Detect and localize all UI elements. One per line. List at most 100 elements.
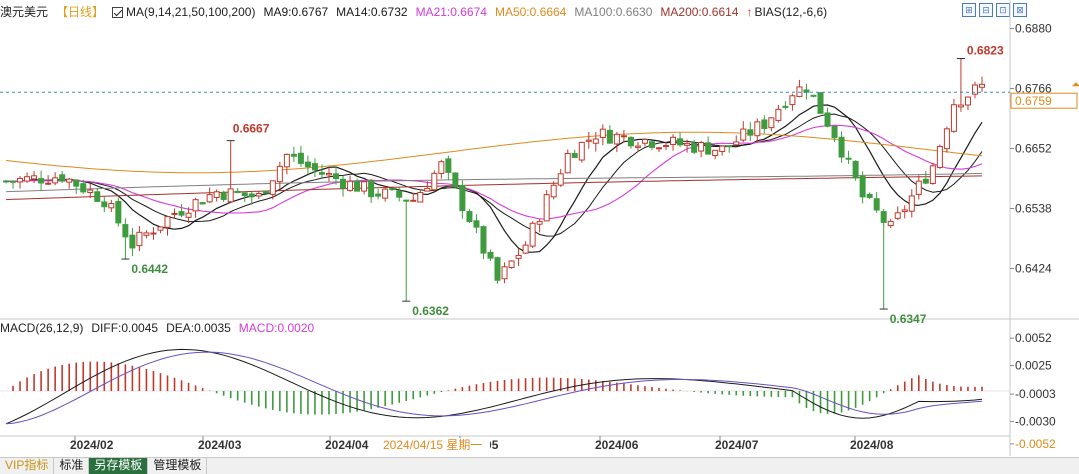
- candle-body: [979, 83, 985, 88]
- price-annotation-low_aug: 0.6347: [890, 312, 927, 326]
- candle-body: [508, 260, 515, 269]
- candle-body: [438, 161, 445, 174]
- ma-line-ma100: [5, 172, 983, 193]
- candle-body: [234, 190, 241, 193]
- candle-body: [838, 136, 845, 158]
- price-annotation-low_apr: 0.6362: [412, 304, 449, 318]
- price-annotation-high_mar: 0.6667: [233, 122, 270, 136]
- price-tick-label: 0.6424: [1015, 262, 1052, 276]
- candle-body: [129, 234, 136, 249]
- candle-body: [824, 112, 831, 127]
- candle-body: [641, 138, 648, 144]
- candle-body: [122, 224, 129, 238]
- candle-body: [705, 142, 712, 155]
- ma200-label: MA200:0.6614: [660, 5, 739, 19]
- candle-body: [747, 129, 754, 136]
- grid-icon[interactable]: ⊟: [979, 3, 993, 17]
- ma-line-ma21: [6, 124, 983, 220]
- candle-body: [108, 203, 115, 209]
- ma-title: MA(9,14,21,50,100,200): [126, 5, 256, 19]
- candle-body: [634, 145, 641, 148]
- candle-body: [627, 136, 634, 147]
- candle-body: [311, 163, 318, 171]
- candle-body: [670, 136, 677, 145]
- up-arrow-icon: ↑: [746, 5, 753, 19]
- candle-body: [368, 180, 375, 198]
- candle-body: [333, 173, 340, 179]
- candle-body: [810, 94, 817, 97]
- candle-body: [887, 220, 894, 227]
- macd-diff-label: DIFF:0.0045: [91, 321, 159, 335]
- ma14-label: MA14:0.6732: [336, 5, 408, 19]
- candle-body: [192, 199, 199, 212]
- candle-body: [677, 138, 684, 146]
- tab-manage-template[interactable]: 管理模板: [148, 458, 208, 474]
- candle-body: [31, 175, 38, 180]
- macd-dea-line: [5, 351, 983, 425]
- candle-body: [613, 133, 620, 145]
- candle-body: [950, 104, 957, 132]
- candle-body: [908, 195, 915, 212]
- candle-body: [248, 193, 255, 198]
- close-icon[interactable]: ⊠: [1013, 3, 1027, 17]
- candle-body: [894, 212, 901, 219]
- macd-tick-label: 0.0025: [1015, 359, 1052, 373]
- candle-body: [403, 199, 410, 202]
- checkbox-icon[interactable]: [112, 6, 124, 18]
- candle-body: [178, 211, 185, 216]
- candle-body: [943, 128, 950, 150]
- candle-body: [740, 128, 747, 141]
- candle-body: [24, 176, 31, 182]
- ma-line-ma50: [5, 131, 983, 174]
- hover-date-bg: [380, 438, 490, 452]
- candle-body: [691, 142, 698, 153]
- main-chart-header: 澳元美元 【日线】 MA(9,14,21,50,100,200) MA9:0.6…: [0, 4, 835, 20]
- macd-tick-label: -0.0052: [1015, 437, 1056, 451]
- ma9-label: MA9:0.6767: [263, 5, 329, 19]
- time-axis-label: 2024/07: [715, 438, 759, 452]
- period-selector[interactable]: 【日线】: [56, 5, 105, 19]
- expand-icon[interactable]: ⊞: [962, 3, 976, 17]
- candle-body: [852, 160, 859, 179]
- candle-body: [578, 141, 585, 161]
- tab-vip-indicator[interactable]: VIP指标: [0, 458, 55, 474]
- candle-body: [66, 178, 73, 183]
- candle-body: [536, 221, 543, 225]
- candle-body: [901, 209, 908, 213]
- candle-body: [719, 145, 726, 152]
- price-tick-label: 0.6652: [1015, 142, 1052, 156]
- tab-save-template[interactable]: 另存模板: [89, 458, 149, 474]
- candle-body: [880, 211, 887, 223]
- candle-body: [606, 129, 613, 144]
- candle-body: [101, 201, 108, 208]
- candle-body: [936, 146, 943, 168]
- candle-body: [3, 180, 9, 183]
- candle-body: [445, 158, 452, 173]
- macd-value-label: MACD:0.0020: [238, 321, 315, 335]
- candle-body: [845, 157, 852, 160]
- candle-body: [361, 181, 368, 192]
- candle-body: [354, 180, 361, 192]
- candle-body: [501, 266, 508, 280]
- candle-body: [150, 232, 157, 235]
- candle-body: [185, 212, 192, 218]
- candle-body: [375, 193, 382, 197]
- price-tick-label: 0.6766: [1015, 82, 1052, 96]
- candle-body: [80, 183, 87, 193]
- candle-body: [164, 216, 171, 228]
- candle-body: [417, 192, 424, 203]
- candle-body: [382, 188, 389, 199]
- candle-body: [325, 172, 332, 176]
- candle-body: [59, 174, 66, 182]
- candle-body: [220, 192, 227, 200]
- candle-body: [241, 192, 248, 197]
- candle-body: [648, 141, 655, 148]
- candle-body: [957, 104, 964, 108]
- tab-standard[interactable]: 标准: [54, 458, 90, 474]
- candle-body: [515, 254, 522, 259]
- candle-body: [45, 182, 52, 185]
- indicator-tab-bar: VIP指标 标准 另存模板 管理模板: [0, 457, 1079, 474]
- current-price-label: 0.6759: [1015, 94, 1052, 108]
